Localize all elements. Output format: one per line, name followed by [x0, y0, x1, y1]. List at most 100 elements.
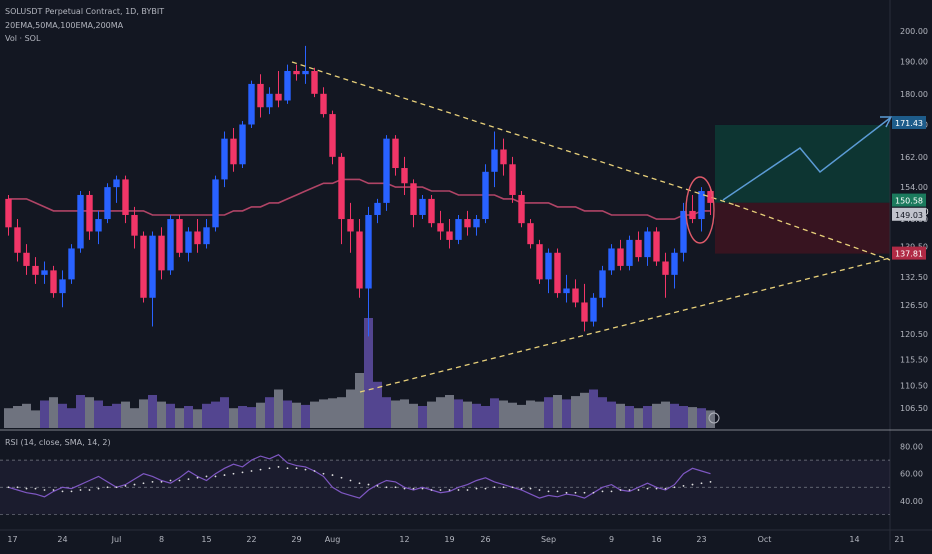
candle-body: [473, 219, 480, 228]
volume-bar: [265, 397, 274, 428]
time-tick-label: 23: [696, 535, 706, 544]
time-tick-label: 15: [201, 535, 211, 544]
candle: [401, 156, 408, 195]
volume-bar: [247, 407, 256, 428]
candle: [41, 261, 48, 284]
breakout-ellipse: [685, 176, 715, 244]
rsi-signal-dot: [331, 474, 334, 476]
rsi-signal-dot: [700, 482, 703, 485]
rsi-signal-dot: [394, 486, 397, 489]
candle: [563, 274, 570, 303]
rsi-signal-dot: [358, 482, 361, 485]
take-profit-zone: [715, 124, 890, 203]
volume-bar: [634, 408, 643, 428]
rsi-signal-dot: [151, 480, 154, 483]
volume-bar: [697, 408, 706, 428]
rsi-signal-dot: [133, 483, 136, 486]
candle-body: [266, 93, 273, 108]
time-tick-label: 22: [246, 535, 256, 544]
candle-body: [68, 248, 75, 280]
candle: [5, 194, 12, 236]
candle: [275, 70, 282, 108]
rsi-signal-dot: [412, 487, 415, 490]
price-tick-label: 115.50: [900, 355, 928, 364]
candle-body: [284, 70, 291, 101]
rsi-signal-dot: [43, 489, 46, 491]
candle: [248, 80, 255, 129]
entry-price-label-box: [892, 207, 926, 221]
candle: [140, 231, 147, 303]
candle: [554, 248, 561, 298]
rsi-signal-dot: [565, 491, 568, 494]
candle: [131, 206, 138, 249]
rsi-signal-dot: [628, 489, 631, 491]
candle: [347, 202, 354, 253]
candle-body: [248, 83, 255, 125]
stop-loss-zone: [715, 202, 890, 254]
candle: [266, 87, 273, 115]
candle-body: [257, 83, 264, 108]
candle-body: [32, 265, 39, 275]
volume-bar: [643, 406, 652, 428]
rsi-signal-dot: [340, 476, 343, 479]
candle-body: [14, 227, 21, 253]
volume-bar: [526, 400, 535, 428]
rsi-signal-dot: [367, 483, 370, 486]
candle: [635, 231, 642, 262]
rsi-signal-dot: [61, 490, 64, 493]
candle: [437, 210, 444, 240]
candle: [419, 194, 426, 220]
price-tick-label: 110.50: [900, 382, 928, 391]
volume-bar: [229, 408, 238, 428]
candle: [50, 265, 57, 298]
upper-trendline: [291, 61, 736, 206]
candle: [545, 248, 552, 294]
rsi-signal-dot: [52, 489, 55, 491]
candle-body: [491, 149, 498, 172]
time-tick-label: Jul: [111, 535, 122, 544]
candle: [158, 227, 165, 280]
candle: [104, 183, 111, 224]
candle: [671, 248, 678, 289]
rsi-tick-label: 60.00: [900, 470, 923, 479]
candle-body: [644, 231, 651, 258]
upper-trendline-extension: [734, 204, 891, 261]
rsi-signal-dot: [34, 487, 37, 490]
volume-bar: [193, 409, 202, 428]
volume-bar: [112, 403, 121, 428]
volume-bar: [94, 400, 103, 428]
volume-bar: [58, 403, 67, 428]
candle: [617, 239, 624, 271]
candle-body: [149, 235, 156, 298]
candle-body: [455, 219, 462, 240]
candle-body: [554, 252, 561, 294]
rsi-signal-dot: [313, 470, 316, 472]
rsi-signal-dot: [592, 491, 595, 494]
candle-body: [122, 179, 129, 215]
candle-body: [338, 156, 345, 220]
candle-body: [590, 297, 597, 322]
rsi-legend[interactable]: RSI (14, close, SMA, 14, 2): [5, 438, 111, 447]
volume-bar: [463, 401, 472, 428]
indicator-legend[interactable]: 20EMA,50MA,100EMA,200MA: [5, 21, 124, 30]
price-tick-label: 120.50: [900, 330, 928, 339]
candle: [536, 239, 543, 284]
volume-legend[interactable]: Vol · SOL: [5, 34, 41, 43]
candle-body: [401, 168, 408, 184]
candle: [644, 227, 651, 266]
candle: [464, 210, 471, 236]
candle-body: [464, 219, 471, 228]
candle: [698, 187, 705, 232]
candle-body: [410, 183, 417, 215]
volume-bar: [310, 401, 319, 428]
volume-bar: [652, 403, 661, 428]
candle-body: [365, 214, 372, 289]
rsi-signal-dot: [448, 489, 451, 491]
candle-body: [356, 231, 363, 289]
rsi-signal-dot: [241, 471, 244, 474]
candle: [455, 214, 462, 245]
rsi-signal-dot: [106, 486, 109, 489]
candle: [176, 214, 183, 258]
